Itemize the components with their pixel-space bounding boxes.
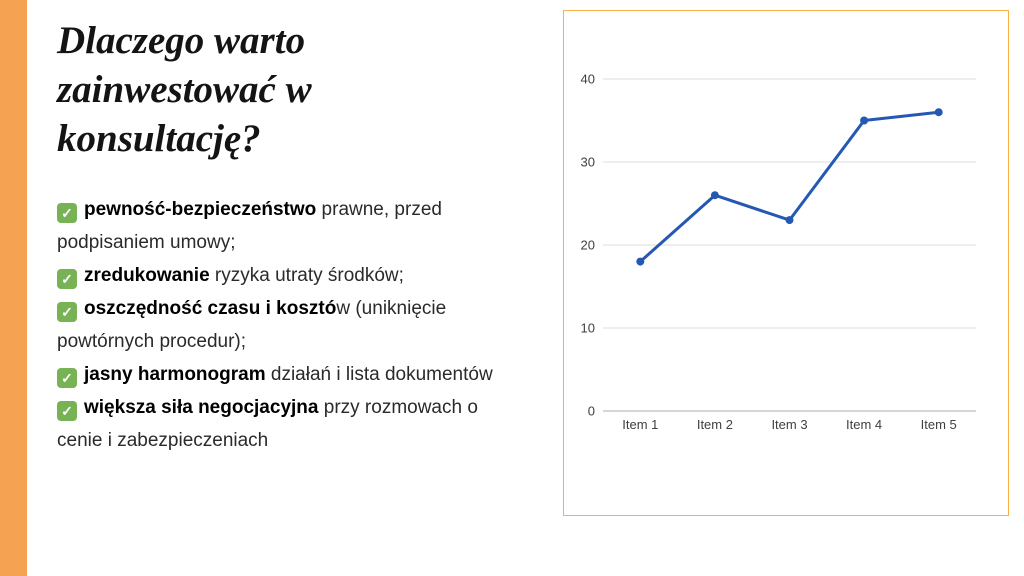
svg-text:Item 4: Item 4 xyxy=(846,417,882,432)
svg-text:Item 5: Item 5 xyxy=(921,417,957,432)
page-title: Dlaczego warto zainwestować w konsultacj… xyxy=(57,19,312,161)
bullet-item: ✓ jasny harmonogram działań i lista dokum… xyxy=(57,358,509,391)
check-icon: ✓ xyxy=(57,302,77,323)
bullet-item: ✓ większa siła negocjacyjna przy rozmowac… xyxy=(57,391,509,457)
svg-text:10: 10 xyxy=(581,321,595,336)
svg-text:Item 3: Item 3 xyxy=(771,417,807,432)
bullet-item: ✓ oszczędność czasu i kosztów (uniknięcie… xyxy=(57,292,509,358)
check-icon: ✓ xyxy=(57,269,77,290)
line-chart: 0 10 20 30 40 Item 1 Item 2 Item 3 Item 4 Item 5 xyxy=(563,10,1009,516)
bullet-item: ✓ pewność-bezpieczeństwo prawne, przed po… xyxy=(57,193,509,259)
svg-text:Item 2: Item 2 xyxy=(697,417,733,432)
bullet-rest-text: w (uniknięcie powtórnych procedur); xyxy=(57,298,447,353)
svg-text:20: 20 xyxy=(581,238,595,253)
bullet-bold-text: zredukowanie xyxy=(84,265,210,287)
bullet-bold-text: większa siła negocjacyjna xyxy=(84,397,319,419)
check-icon: ✓ xyxy=(57,203,77,224)
accent-bar xyxy=(0,0,27,576)
bullet-rest-text: działań i lista dokumentów xyxy=(265,364,493,386)
svg-text:0: 0 xyxy=(588,404,595,419)
slide-content: Dlaczego warto zainwestować w konsultacj… xyxy=(57,16,509,457)
bullet-item: ✓ zredukowanie ryzyka utraty środków; xyxy=(57,259,509,292)
bullet-rest-text: przy rozmowach o cenie i zabezpieczeniac… xyxy=(57,397,478,452)
line-chart-svg: 0 10 20 30 40 Item 1 Item 2 Item 3 Item 4 Item 5 xyxy=(581,72,976,432)
bullet-bold-text: jasny harmonogram xyxy=(84,364,266,386)
svg-text:Item 1: Item 1 xyxy=(622,417,658,432)
bullet-list: ✓ pewność-bezpieczeństwo prawne, przed po… xyxy=(57,193,509,457)
check-icon: ✓ xyxy=(57,401,77,422)
check-icon: ✓ xyxy=(57,368,77,389)
svg-text:40: 40 xyxy=(581,72,595,87)
svg-text:30: 30 xyxy=(581,155,595,170)
bullet-rest-text: prawne, przed podpisaniem umowy; xyxy=(57,199,442,254)
bullet-bold-text: pewność-bezpieczeństwo xyxy=(84,199,317,221)
bullet-rest-text: ryzyka utraty środków; xyxy=(209,265,404,287)
bullet-bold-text: oszczędność czasu i kosztó xyxy=(84,298,337,320)
